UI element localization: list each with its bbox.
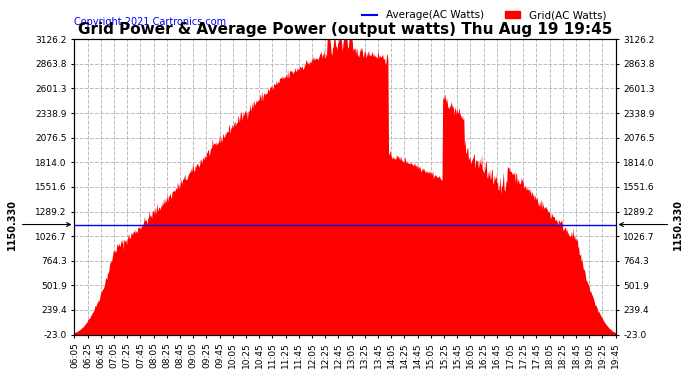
Title: Grid Power & Average Power (output watts) Thu Aug 19 19:45: Grid Power & Average Power (output watts… <box>78 22 612 37</box>
Legend: Average(AC Watts), Grid(AC Watts): Average(AC Watts), Grid(AC Watts) <box>357 6 611 24</box>
Text: Copyright 2021 Cartronics.com: Copyright 2021 Cartronics.com <box>75 18 226 27</box>
Text: 1150.330: 1150.330 <box>620 199 683 250</box>
Text: 1150.330: 1150.330 <box>7 199 70 250</box>
